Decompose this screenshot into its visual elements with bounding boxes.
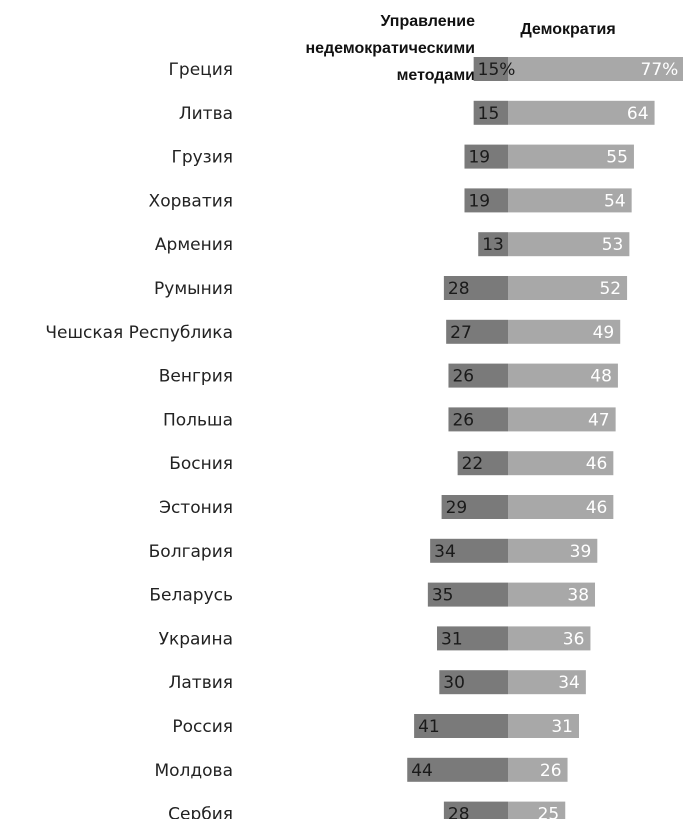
value-label-undemocratic: 26 [452, 367, 474, 387]
bar-undemocratic [443, 801, 508, 819]
bar-undemocratic [414, 714, 508, 738]
category-label: Беларусь [149, 586, 233, 606]
value-label-undemocratic: 29 [446, 498, 468, 518]
value-label-democracy: 34 [558, 673, 580, 693]
bar-undemocratic [478, 232, 508, 257]
bar-democracy [508, 407, 616, 432]
value-label-undemocratic: 26 [452, 410, 474, 430]
value-label-democracy: 77% [641, 60, 679, 80]
value-label-democracy: 52 [599, 279, 621, 299]
value-label-undemocratic: 13 [482, 235, 504, 255]
bar-undemocratic [441, 495, 508, 519]
value-label-democracy: 49 [593, 323, 615, 343]
value-label-democracy: 54 [604, 191, 626, 211]
category-label: Молдова [154, 761, 233, 781]
value-label-democracy: 36 [563, 629, 585, 649]
value-label-democracy: 53 [602, 235, 624, 255]
value-label-democracy: 25 [538, 805, 560, 819]
bar-democracy [508, 670, 586, 695]
category-label: Армения [155, 235, 233, 255]
category-label: Румыния [154, 279, 233, 299]
bar-democracy [508, 188, 632, 213]
bar-democracy [508, 100, 655, 125]
bar-undemocratic [407, 757, 508, 782]
value-label-undemocratic: 30 [443, 673, 465, 693]
value-label-undemocratic: 15% [478, 60, 516, 80]
bar-democracy [508, 276, 628, 300]
bar-undemocratic [473, 57, 508, 81]
value-label-democracy: 48 [590, 367, 612, 387]
value-label-democracy: 64 [627, 104, 649, 124]
bar-democracy [508, 57, 683, 81]
value-label-undemocratic: 28 [448, 279, 470, 299]
bar-undemocratic [464, 188, 508, 213]
bar-undemocratic [437, 626, 508, 651]
bar-democracy [508, 714, 579, 738]
bar-democracy [508, 144, 634, 169]
bar-undemocratic [473, 100, 508, 125]
value-label-democracy: 47 [588, 410, 610, 430]
bar-democracy [508, 451, 614, 476]
category-label: Босния [169, 454, 233, 474]
bar-undemocratic [464, 144, 508, 169]
bar-undemocratic [427, 582, 508, 607]
bar-democracy [508, 495, 614, 519]
value-label-undemocratic: 31 [441, 629, 463, 649]
value-label-undemocratic: 22 [462, 454, 484, 474]
value-label-democracy: 26 [540, 761, 562, 781]
bar-undemocratic [446, 319, 508, 344]
value-label-undemocratic: 34 [434, 542, 456, 562]
category-label: Болгария [149, 542, 233, 562]
value-label-democracy: 55 [606, 148, 628, 168]
category-label: Россия [172, 717, 233, 737]
value-label-undemocratic: 27 [450, 323, 472, 343]
category-label: Греция [169, 60, 233, 80]
bar-democracy [508, 757, 568, 782]
header-right: Демократия [520, 21, 615, 38]
category-label: Литва [179, 104, 233, 124]
value-label-undemocratic: 44 [411, 761, 433, 781]
value-label-democracy: 46 [586, 498, 608, 518]
bar-rows: Греция 15% 77% Литва 15 64 Грузия 19 55 Хорватия 1… [45, 57, 683, 819]
category-label: Эстония [159, 498, 233, 518]
bar-undemocratic [448, 363, 508, 388]
bar-democracy [508, 232, 630, 257]
bar-undemocratic [443, 276, 508, 300]
bar-democracy [508, 801, 566, 819]
category-label: Грузия [171, 148, 233, 168]
category-label: Украина [159, 629, 233, 649]
header-left-line-3: методами [397, 67, 475, 84]
bar-democracy [508, 538, 598, 563]
value-label-undemocratic: 28 [448, 805, 470, 819]
category-label: Венгрия [159, 367, 233, 387]
category-label: Латвия [169, 673, 233, 693]
value-label-democracy: 46 [586, 454, 608, 474]
value-label-democracy: 39 [570, 542, 592, 562]
value-label-undemocratic: 19 [468, 148, 490, 168]
bar-undemocratic [457, 451, 508, 476]
bar-democracy [508, 363, 618, 388]
category-label: Чешская Республика [45, 323, 233, 343]
bar-undemocratic [439, 670, 508, 695]
header-left-line-2: недемократическими [305, 40, 475, 57]
value-label-undemocratic: 19 [468, 191, 490, 211]
bar-undemocratic [448, 407, 508, 432]
category-label: Хорватия [149, 191, 233, 211]
bar-democracy [508, 582, 596, 607]
value-label-democracy: 38 [567, 586, 589, 606]
chart-header: Управление недемократическими методами Д… [305, 13, 615, 84]
bar-undemocratic [430, 538, 508, 563]
bar-democracy [508, 319, 621, 344]
category-label: Польша [163, 410, 233, 430]
header-left-line-1: Управление [380, 13, 475, 30]
value-label-undemocratic: 35 [432, 586, 454, 606]
category-label: Сербия [168, 805, 233, 819]
value-label-undemocratic: 15 [478, 104, 500, 124]
bar-democracy [508, 626, 591, 651]
value-label-undemocratic: 41 [418, 717, 440, 737]
value-label-democracy: 31 [551, 717, 573, 737]
